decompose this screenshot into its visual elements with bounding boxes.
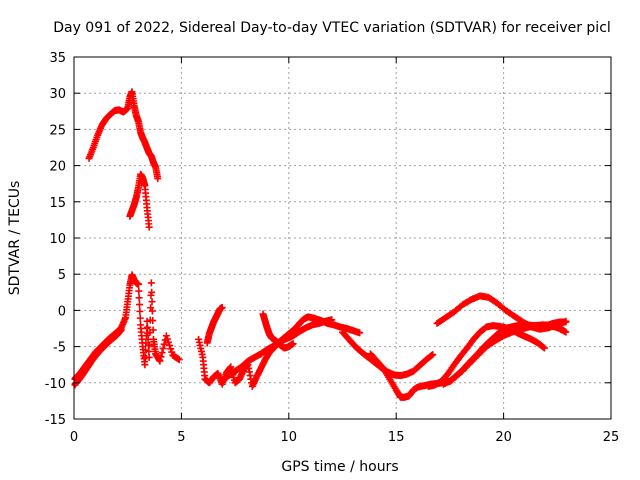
data-point — [145, 353, 153, 361]
data-point — [289, 340, 297, 348]
series-arc-1 — [85, 88, 162, 183]
x-tick-label: 5 — [177, 430, 185, 445]
data-point — [356, 329, 364, 337]
series-arc-6 — [203, 304, 226, 347]
data-point — [148, 298, 156, 306]
data-point — [149, 317, 157, 325]
y-tick-label: 25 — [49, 123, 66, 138]
y-tick-label: -5 — [53, 341, 66, 356]
data-point — [145, 223, 153, 231]
grid — [74, 57, 611, 419]
data-point — [117, 326, 125, 334]
data-point — [143, 323, 151, 331]
data-point — [154, 175, 162, 183]
data-point — [135, 287, 143, 295]
data-point — [149, 326, 157, 334]
data-point — [562, 318, 570, 326]
data-point — [136, 307, 144, 315]
data-point — [134, 280, 142, 288]
data-point — [166, 342, 174, 350]
data-point — [163, 335, 171, 343]
data-point — [136, 301, 144, 309]
data-point — [539, 343, 547, 351]
data-point — [218, 304, 226, 312]
data-point — [156, 357, 164, 365]
y-tick-label: 30 — [49, 87, 66, 102]
x-tick-label: 25 — [603, 430, 620, 445]
chart-title: Day 091 of 2022, Sidereal Day-to-day VTE… — [53, 20, 611, 36]
data-point — [148, 307, 156, 315]
data-point — [540, 344, 548, 352]
series-arc-15 — [478, 321, 570, 354]
x-tick-label: 20 — [495, 430, 512, 445]
series-arc-5 — [195, 313, 364, 390]
series-arc-11 — [424, 322, 548, 390]
data-point — [162, 332, 170, 340]
y-tick-label: 15 — [49, 196, 66, 211]
y-tick-label: -10 — [45, 377, 66, 392]
data-points — [71, 88, 570, 401]
data-point — [142, 346, 150, 354]
data-point — [168, 348, 176, 356]
y-axis-label: SDTVAR / TECUs — [7, 181, 23, 296]
data-point — [158, 349, 166, 357]
x-axis-label: GPS time / hours — [281, 459, 398, 475]
series-arc-2 — [126, 170, 153, 231]
data-point — [157, 353, 165, 361]
y-tick-label: -15 — [45, 413, 66, 428]
data-point — [148, 288, 156, 296]
y-tick-label: 20 — [49, 160, 66, 175]
data-point — [328, 316, 336, 324]
data-point — [429, 351, 437, 359]
data-point — [147, 279, 155, 287]
y-tick-label: 10 — [49, 232, 66, 247]
series-arc-8 — [259, 310, 297, 352]
data-point — [145, 347, 153, 355]
y-tick-label: 35 — [49, 51, 66, 66]
data-point — [167, 345, 175, 353]
data-point — [159, 344, 167, 352]
data-point — [175, 356, 183, 364]
y-tick-label: 0 — [58, 304, 66, 319]
y-tick-label: 5 — [58, 268, 66, 283]
x-tick-label: 15 — [388, 430, 405, 445]
data-point — [141, 361, 149, 369]
data-point — [160, 340, 168, 348]
series-arc-4 — [71, 326, 125, 389]
data-point — [428, 351, 436, 359]
data-point — [146, 341, 154, 349]
data-point — [562, 328, 570, 336]
axis-ticks: 0 5 10 15 20 25 -15 -10 -5 0 5 10 15 20 25 30 35 — [45, 51, 620, 445]
data-point — [136, 314, 144, 322]
data-point — [135, 294, 143, 302]
data-point — [165, 338, 173, 346]
x-tick-label: 0 — [70, 430, 78, 445]
x-tick-label: 10 — [281, 430, 298, 445]
